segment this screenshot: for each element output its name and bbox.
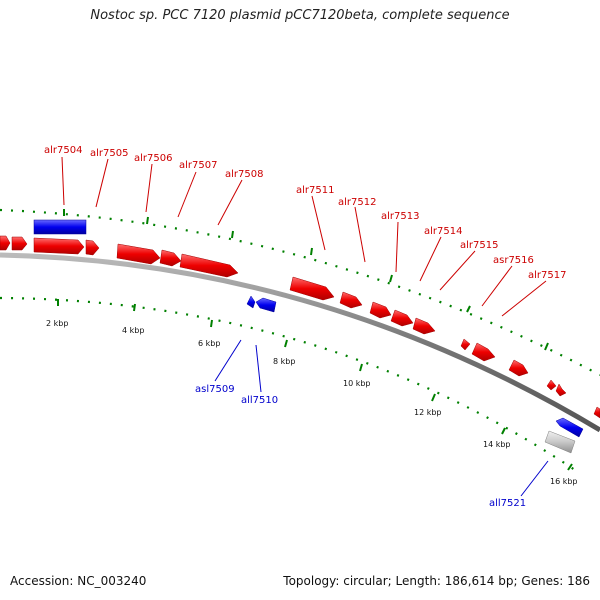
- gene-alr7514[interactable]: [390, 309, 414, 327]
- inner-major-ticks: [57, 299, 573, 471]
- gene-alr7507[interactable]: [159, 249, 182, 267]
- gene-alr7512[interactable]: [339, 291, 363, 309]
- scale-label-10kbp: 10 kbp: [343, 379, 371, 388]
- scale-label-6kbp: 6 kbp: [198, 339, 220, 348]
- label-all7510: all7510: [241, 395, 278, 406]
- label-alr7512: alr7512: [338, 197, 376, 208]
- label-alr7508: alr7508: [225, 169, 263, 180]
- gene-all7521-blue[interactable]: [555, 417, 584, 438]
- label-alr7517: alr7517: [528, 270, 566, 281]
- label-alr7506: alr7506: [134, 153, 172, 164]
- gene-alr7513[interactable]: [369, 301, 392, 319]
- gene-asr7516[interactable]: [471, 342, 496, 362]
- gene-alr7518[interactable]: [546, 379, 557, 391]
- label-alr7515: alr7515: [460, 240, 498, 251]
- label-asl7509: asl7509: [195, 384, 235, 395]
- label-alr7505: alr7505: [90, 148, 128, 159]
- gene-all7510[interactable]: [255, 297, 277, 313]
- topology-summary: Topology: circular; Length: 186,614 bp; …: [283, 574, 590, 588]
- label-alr7504: alr7504: [44, 145, 82, 156]
- scale-label-2kbp: 2 kbp: [46, 319, 68, 328]
- scale-label-12kbp: 12 kbp: [414, 408, 442, 417]
- label-alr7507: alr7507: [179, 160, 217, 171]
- gene-alr7511[interactable]: [289, 276, 335, 301]
- gene-asl7509[interactable]: [246, 295, 256, 309]
- reverse-callouts: [214, 339, 549, 497]
- gene-alr7506[interactable]: [116, 243, 161, 265]
- gene-all7521[interactable]: [544, 430, 576, 454]
- outer-major-ticks: [63, 209, 549, 351]
- label-alr7511: alr7511: [296, 185, 334, 196]
- gene-forward-left-2[interactable]: [11, 236, 28, 251]
- gene-alr7508[interactable]: [179, 253, 239, 278]
- gene-alr7504[interactable]: [33, 237, 85, 255]
- label-asr7516: asr7516: [493, 255, 534, 266]
- label-alr7513: alr7513: [381, 211, 419, 222]
- scale-label-16kbp: 16 kbp: [550, 477, 578, 486]
- forward-callouts: [61, 156, 547, 317]
- gene-alr7515[interactable]: [460, 338, 471, 351]
- outer-tick-ring: [0, 208, 600, 376]
- gene-alr7517[interactable]: [508, 359, 529, 377]
- scale-label-14kbp: 14 kbp: [483, 440, 511, 449]
- inner-tick-ring: [0, 296, 576, 471]
- label-alr7514: alr7514: [424, 226, 462, 237]
- gene-alr7514b[interactable]: [412, 317, 436, 335]
- gene-alr7520[interactable]: [593, 406, 600, 419]
- plasmid-backbone: [0, 252, 600, 433]
- gene-forward-left-1[interactable]: [0, 235, 11, 251]
- scale-label-8kbp: 8 kbp: [273, 357, 295, 366]
- label-all7521: all7521: [489, 498, 526, 509]
- gene-alr7505[interactable]: [85, 239, 100, 256]
- scale-label-4kbp: 4 kbp: [122, 326, 144, 335]
- accession-label: Accession: NC_003240: [10, 574, 147, 588]
- gene-all7503[interactable]: [33, 219, 87, 235]
- gene-alr7519[interactable]: [555, 383, 567, 397]
- map-title: Nostoc sp. PCC 7120 plasmid pCC7120beta,…: [90, 8, 510, 23]
